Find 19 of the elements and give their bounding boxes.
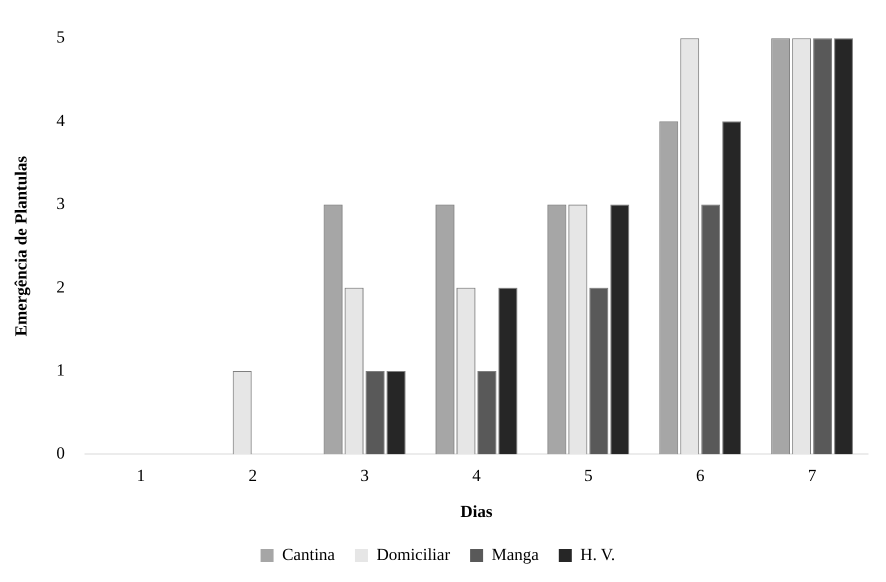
- y-tick-label: 3: [56, 194, 65, 214]
- x-axis-title: Dias: [460, 502, 493, 522]
- legend-label: Cantina: [282, 544, 336, 564]
- y-tick-label: 5: [56, 28, 65, 47]
- legend-label: H. V.: [580, 544, 616, 564]
- x-tick-label: 5: [584, 466, 593, 485]
- x-tick-label: 7: [808, 466, 817, 485]
- y-axis-title: Emergência de Plantulas: [12, 156, 31, 336]
- legend-label: Manga: [492, 544, 540, 564]
- x-tick-label: 3: [360, 466, 369, 485]
- x-tick-label: 4: [472, 466, 482, 485]
- y-tick-label: 2: [56, 277, 65, 296]
- legend-label: Domiciliar: [376, 544, 450, 564]
- x-tick-label: 6: [696, 466, 704, 485]
- y-tick-label: 4: [56, 110, 66, 130]
- y-tick-label: 0: [56, 444, 65, 463]
- y-tick-label: 1: [56, 360, 65, 380]
- x-tick-label: 1: [136, 466, 146, 485]
- x-tick-label: 2: [248, 466, 257, 485]
